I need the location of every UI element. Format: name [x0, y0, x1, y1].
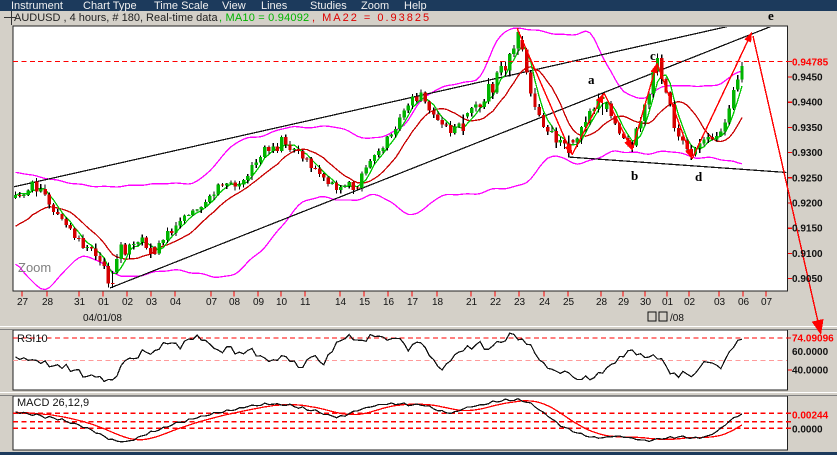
svg-text:30: 30 [640, 297, 652, 308]
svg-text:08: 08 [229, 297, 241, 308]
svg-text:40.0000: 40.0000 [792, 366, 829, 377]
svg-text:22: 22 [490, 297, 502, 308]
svg-text:MACD 26,12,9: MACD 26,12,9 [17, 397, 89, 409]
svg-text:28: 28 [42, 297, 54, 308]
svg-text:, MA22 = 0.93825: , MA22 = 0.93825 [312, 12, 431, 24]
svg-text:09: 09 [253, 297, 265, 308]
svg-text:, MA10 = 0.94092: , MA10 = 0.94092 [219, 12, 309, 24]
svg-text:01: 01 [98, 297, 110, 308]
svg-text:Studies: Studies [310, 0, 347, 12]
svg-text:25: 25 [563, 297, 575, 308]
svg-text:0.9250: 0.9250 [792, 173, 823, 184]
svg-text:27: 27 [17, 297, 29, 308]
svg-text:Lines: Lines [261, 0, 288, 12]
svg-text:04: 04 [170, 297, 182, 308]
svg-text:0.9150: 0.9150 [792, 224, 823, 235]
svg-text:06: 06 [738, 297, 750, 308]
svg-text:View: View [222, 0, 246, 12]
svg-text:07: 07 [206, 297, 218, 308]
svg-text:0.94785: 0.94785 [792, 58, 829, 69]
svg-text:0.9400: 0.9400 [792, 98, 823, 109]
svg-text:Chart Type: Chart Type [83, 0, 137, 12]
svg-text:0.9100: 0.9100 [792, 249, 823, 260]
svg-text:0.00244: 0.00244 [792, 411, 829, 422]
svg-text:11: 11 [300, 297, 311, 308]
svg-text:21: 21 [466, 297, 478, 308]
svg-text:0.9200: 0.9200 [792, 199, 823, 210]
svg-text:b: b [631, 168, 638, 183]
svg-text:10: 10 [276, 297, 288, 308]
svg-text:0.9300: 0.9300 [792, 148, 823, 159]
svg-text:Help: Help [404, 0, 427, 12]
svg-text:AUDUSD , 4 hours, # 180, Real-: AUDUSD , 4 hours, # 180, Real-time data [14, 12, 218, 24]
svg-text:18: 18 [432, 297, 444, 308]
svg-text:15: 15 [359, 297, 371, 308]
svg-text:Zoom: Zoom [18, 260, 51, 275]
svg-text:Instrument: Instrument [11, 0, 63, 12]
svg-text:28: 28 [596, 297, 608, 308]
svg-text:60.0000: 60.0000 [792, 347, 829, 358]
svg-text:0.9050: 0.9050 [792, 274, 823, 285]
svg-text:0.0000: 0.0000 [792, 425, 823, 436]
svg-text:04/01/08: 04/01/08 [83, 313, 122, 324]
svg-text:03: 03 [714, 297, 726, 308]
svg-text:03: 03 [146, 297, 158, 308]
svg-text:Zoom: Zoom [361, 0, 389, 12]
svg-text:24: 24 [539, 297, 551, 308]
svg-text:RSI10: RSI10 [17, 333, 48, 345]
svg-text:16: 16 [383, 297, 395, 308]
svg-text:17: 17 [407, 297, 419, 308]
svg-text:74.09096: 74.09096 [792, 334, 834, 345]
svg-text:31: 31 [74, 297, 86, 308]
svg-text:e: e [768, 8, 774, 23]
svg-text:c: c [650, 48, 656, 63]
svg-text:14: 14 [335, 297, 347, 308]
svg-text:0.9350: 0.9350 [792, 123, 823, 134]
svg-text:29: 29 [618, 297, 630, 308]
svg-text:07: 07 [761, 297, 773, 308]
svg-text:a: a [588, 72, 595, 87]
svg-text:0.9450: 0.9450 [792, 73, 823, 84]
svg-text:01: 01 [662, 297, 674, 308]
svg-text:/08: /08 [670, 313, 684, 324]
svg-text:23: 23 [514, 297, 526, 308]
svg-text:02: 02 [122, 297, 134, 308]
svg-text:d: d [695, 169, 703, 184]
svg-text:02: 02 [684, 297, 696, 308]
svg-text:Time Scale: Time Scale [154, 0, 209, 12]
